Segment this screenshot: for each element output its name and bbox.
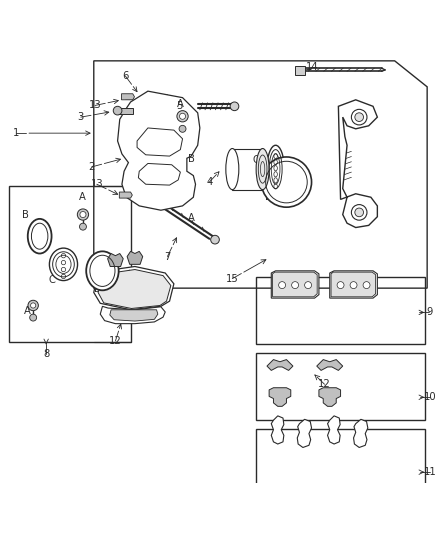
Polygon shape bbox=[272, 272, 317, 297]
Ellipse shape bbox=[267, 146, 284, 193]
Circle shape bbox=[337, 281, 344, 288]
Text: c: c bbox=[129, 292, 133, 297]
Text: 7: 7 bbox=[164, 252, 170, 262]
Polygon shape bbox=[353, 419, 368, 448]
Circle shape bbox=[350, 281, 357, 288]
Polygon shape bbox=[297, 419, 311, 448]
Text: 12: 12 bbox=[109, 336, 122, 346]
Circle shape bbox=[177, 111, 188, 122]
Text: 10: 10 bbox=[424, 392, 437, 402]
Circle shape bbox=[355, 113, 364, 122]
Circle shape bbox=[279, 281, 286, 288]
Text: 15: 15 bbox=[226, 273, 239, 284]
Text: 6: 6 bbox=[122, 71, 129, 81]
Text: 5: 5 bbox=[176, 101, 182, 111]
Circle shape bbox=[355, 208, 364, 217]
Polygon shape bbox=[328, 416, 340, 444]
Ellipse shape bbox=[49, 248, 78, 280]
Polygon shape bbox=[138, 164, 180, 185]
Circle shape bbox=[261, 157, 311, 207]
Text: B: B bbox=[22, 209, 29, 220]
Bar bbox=[256, 429, 425, 496]
Circle shape bbox=[230, 102, 239, 111]
Polygon shape bbox=[269, 387, 291, 406]
Polygon shape bbox=[317, 360, 343, 370]
Bar bbox=[256, 277, 425, 344]
Ellipse shape bbox=[28, 219, 52, 254]
Circle shape bbox=[351, 109, 367, 125]
Text: c: c bbox=[137, 285, 141, 294]
Text: 14: 14 bbox=[306, 62, 319, 72]
Text: c: c bbox=[352, 282, 356, 288]
Circle shape bbox=[179, 125, 186, 132]
Text: A: A bbox=[177, 99, 184, 109]
Polygon shape bbox=[117, 91, 200, 210]
Circle shape bbox=[292, 281, 299, 288]
Bar bbox=[256, 353, 425, 420]
Text: 12: 12 bbox=[318, 379, 331, 389]
Text: 8: 8 bbox=[43, 349, 49, 359]
Text: D: D bbox=[94, 284, 102, 294]
Circle shape bbox=[351, 205, 367, 220]
Polygon shape bbox=[94, 266, 174, 310]
Polygon shape bbox=[295, 67, 304, 75]
Circle shape bbox=[31, 303, 36, 308]
Text: 2: 2 bbox=[88, 162, 95, 172]
Circle shape bbox=[28, 300, 39, 311]
Text: 9: 9 bbox=[426, 308, 432, 317]
Polygon shape bbox=[100, 306, 165, 324]
Text: c: c bbox=[293, 282, 297, 288]
Text: 1: 1 bbox=[13, 128, 19, 138]
Text: 12: 12 bbox=[121, 282, 134, 292]
Text: A: A bbox=[79, 192, 85, 202]
Polygon shape bbox=[271, 416, 284, 444]
Text: 11: 11 bbox=[424, 467, 437, 477]
Polygon shape bbox=[330, 271, 378, 298]
Text: 3: 3 bbox=[78, 112, 84, 122]
Circle shape bbox=[78, 209, 88, 220]
Circle shape bbox=[80, 212, 86, 217]
Polygon shape bbox=[331, 272, 376, 297]
Circle shape bbox=[180, 113, 186, 119]
Polygon shape bbox=[98, 270, 171, 309]
Polygon shape bbox=[267, 360, 293, 370]
Polygon shape bbox=[110, 310, 158, 321]
Text: 13: 13 bbox=[91, 179, 103, 189]
Polygon shape bbox=[137, 128, 183, 156]
Polygon shape bbox=[319, 387, 341, 406]
Text: 13: 13 bbox=[89, 100, 101, 110]
Bar bbox=[9, 187, 131, 342]
Polygon shape bbox=[127, 252, 143, 264]
Circle shape bbox=[304, 281, 311, 288]
Text: C: C bbox=[253, 156, 260, 165]
Circle shape bbox=[30, 314, 37, 321]
Polygon shape bbox=[121, 94, 134, 100]
Polygon shape bbox=[271, 271, 319, 298]
Text: A: A bbox=[24, 305, 31, 316]
Circle shape bbox=[113, 106, 122, 115]
Polygon shape bbox=[117, 108, 133, 114]
Polygon shape bbox=[339, 100, 378, 228]
Ellipse shape bbox=[226, 149, 239, 190]
Text: D: D bbox=[265, 192, 273, 202]
Ellipse shape bbox=[256, 149, 269, 190]
Circle shape bbox=[211, 236, 219, 244]
Circle shape bbox=[363, 281, 370, 288]
Text: C: C bbox=[48, 276, 55, 285]
Text: A: A bbox=[188, 213, 194, 223]
Text: B: B bbox=[188, 154, 194, 164]
Text: 4: 4 bbox=[206, 177, 212, 187]
Polygon shape bbox=[119, 192, 132, 198]
Ellipse shape bbox=[86, 252, 119, 290]
Circle shape bbox=[79, 223, 86, 230]
Polygon shape bbox=[108, 254, 123, 266]
